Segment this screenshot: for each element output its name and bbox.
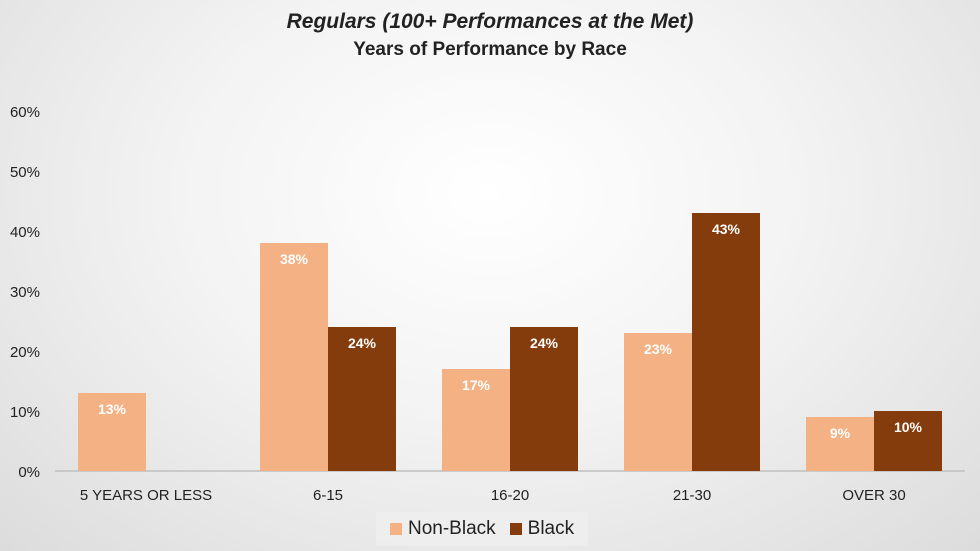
legend-label-black: Black	[527, 518, 575, 539]
x-tick-label: 21-30	[673, 487, 711, 504]
data-label: 24%	[348, 335, 377, 351]
chart-subtitle: Years of Performance by Race	[353, 39, 627, 60]
y-tick-label: 20%	[10, 344, 40, 361]
legend-label-non-black: Non-Black	[408, 518, 496, 539]
bar-black	[510, 327, 578, 471]
bar-non-black	[78, 393, 146, 471]
x-tick-label: 16-20	[491, 487, 529, 504]
data-label: 9%	[830, 425, 851, 441]
data-label: 24%	[530, 335, 559, 351]
chart-legend: Non-Black Black	[376, 512, 589, 546]
chart-title: Regulars (100+ Performances at the Met)	[286, 10, 694, 33]
legend-item-black: Black	[509, 518, 575, 540]
y-tick-label: 60%	[10, 104, 40, 121]
chart-title-block: Regulars (100+ Performances at the Met) …	[0, 8, 980, 64]
x-tick-label: 5 YEARS OR LESS	[80, 487, 212, 504]
bar-black	[874, 411, 942, 471]
x-tick-label: OVER 30	[842, 487, 905, 504]
y-tick-label: 50%	[10, 164, 40, 181]
legend-item-non-black: Non-Black	[390, 518, 496, 540]
y-tick-label: 10%	[10, 404, 40, 421]
legend-swatch-black	[509, 523, 522, 535]
x-tick-label: 6-15	[313, 487, 343, 504]
data-label: 17%	[462, 377, 491, 393]
y-tick-label: 0%	[18, 464, 40, 481]
bar-non-black	[260, 243, 328, 471]
bar-black	[692, 213, 760, 471]
data-label: 38%	[280, 251, 309, 267]
y-tick-label: 30%	[10, 284, 40, 301]
data-label: 13%	[98, 401, 127, 417]
y-tick-label: 40%	[10, 224, 40, 241]
data-label: 10%	[894, 419, 923, 435]
legend-swatch-non-black	[390, 523, 402, 535]
data-label: 43%	[712, 221, 741, 237]
bar-non-black	[806, 417, 874, 471]
data-label: 23%	[644, 341, 673, 357]
bar-non-black	[442, 369, 510, 471]
bar-black	[328, 327, 396, 471]
bar-non-black	[624, 333, 692, 471]
